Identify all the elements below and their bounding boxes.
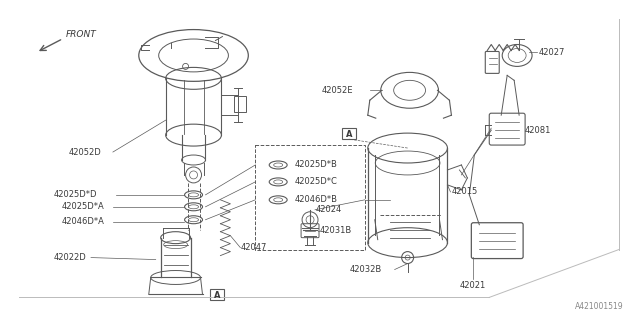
Text: 42046D*B: 42046D*B (295, 195, 338, 204)
Text: 42031B: 42031B (320, 226, 352, 235)
Text: 42025D*D: 42025D*D (53, 190, 97, 199)
Text: 42052E: 42052E (322, 86, 353, 95)
Text: 42032B: 42032B (350, 265, 382, 274)
Text: A: A (214, 291, 221, 300)
Text: 42021: 42021 (460, 281, 486, 290)
Text: FRONT: FRONT (66, 30, 97, 39)
Text: 42027: 42027 (539, 48, 565, 57)
Bar (255, 145, 365, 250)
Text: 42022D: 42022D (53, 253, 86, 262)
Text: 42024: 42024 (316, 205, 342, 214)
Text: A: A (346, 130, 352, 139)
Text: A421001519: A421001519 (575, 302, 623, 311)
Text: 42015: 42015 (451, 188, 477, 196)
Text: 42052D: 42052D (69, 148, 102, 156)
Text: 42047: 42047 (241, 243, 267, 252)
Text: 42025D*A: 42025D*A (61, 202, 104, 211)
Text: 42025D*C: 42025D*C (295, 177, 338, 187)
Text: 42081: 42081 (525, 126, 552, 135)
Bar (234, 96, 246, 112)
Text: 42025D*B: 42025D*B (295, 160, 338, 170)
Text: 42046D*A: 42046D*A (61, 217, 104, 226)
